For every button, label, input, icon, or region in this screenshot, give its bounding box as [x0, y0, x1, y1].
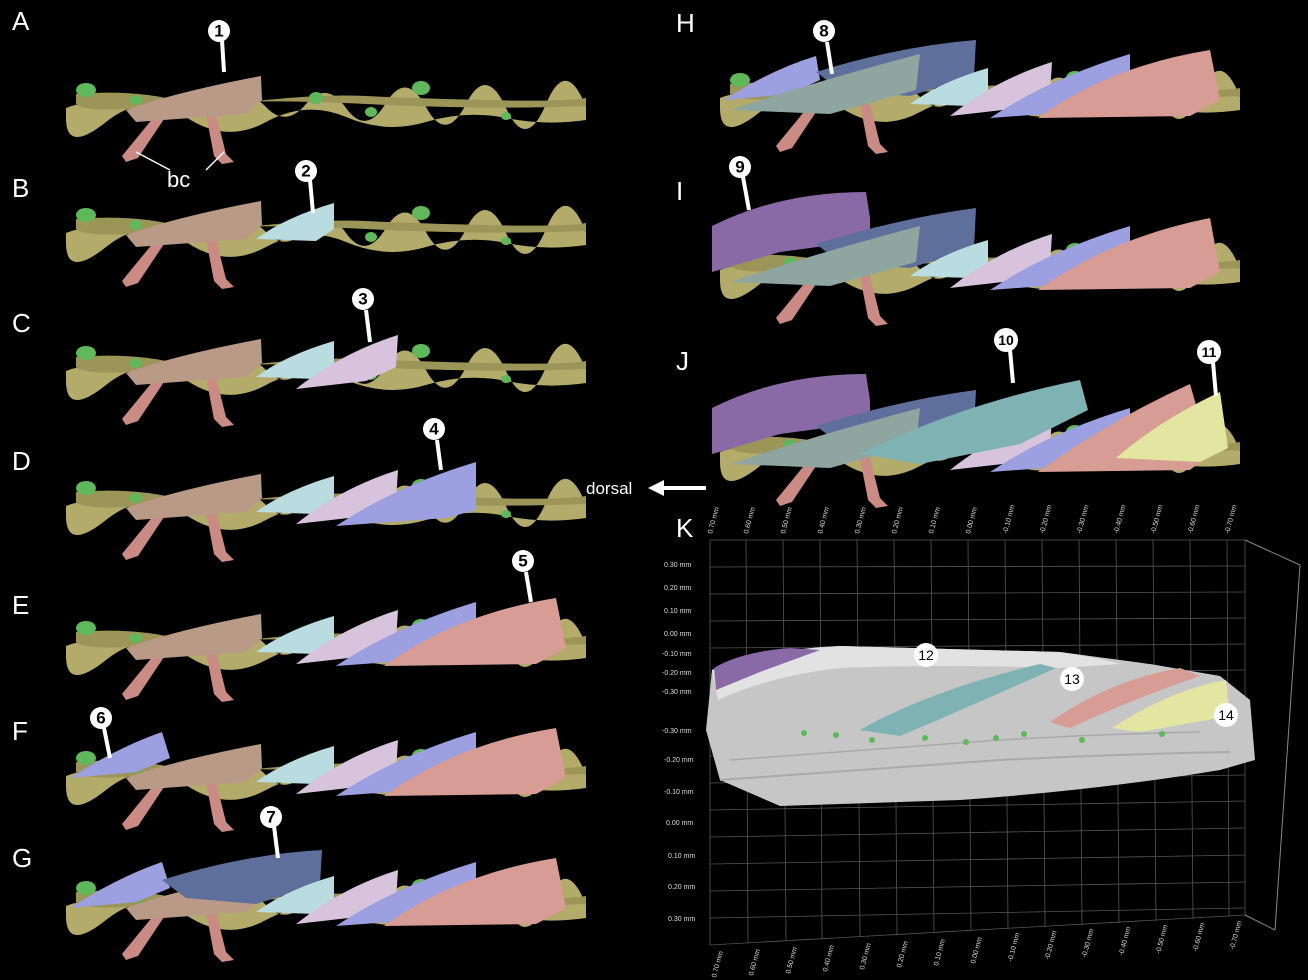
- svg-text:0.60 mm: 0.60 mm: [748, 948, 762, 976]
- callout-2: 2: [295, 160, 317, 213]
- callout-3: 3: [352, 288, 374, 342]
- svg-text:-0.30 mm: -0.30 mm: [662, 689, 692, 696]
- svg-text:0.20 mm: 0.20 mm: [891, 506, 905, 534]
- callout-9: 9: [729, 156, 751, 210]
- box-edges: [1245, 540, 1300, 930]
- svg-text:0.10 mm: 0.10 mm: [664, 608, 691, 615]
- axis-ticks-left: 0.30 mm 0.20 mm 0.10 mm 0.00 mm -0.10 mm…: [662, 562, 695, 923]
- svg-text:-0.40 mm: -0.40 mm: [1113, 504, 1127, 535]
- svg-text:4: 4: [429, 420, 439, 439]
- svg-text:-0.30 mm: -0.30 mm: [662, 728, 692, 735]
- svg-text:-0.50 mm: -0.50 mm: [1155, 924, 1169, 955]
- scale-2: [256, 203, 334, 241]
- svg-text:0.10 mm: 0.10 mm: [933, 938, 947, 966]
- callout-14: 14: [1214, 703, 1238, 727]
- specimen-surface: [706, 646, 1255, 806]
- svg-text:-0.70 mm: -0.70 mm: [1229, 920, 1243, 951]
- axis-ticks-bottom: 0.70 mm 0.60 mm 0.50 mm 0.40 mm 0.30 mm …: [711, 920, 1243, 979]
- svg-text:3: 3: [358, 290, 367, 309]
- svg-text:-0.40 mm: -0.40 mm: [1118, 926, 1132, 957]
- svg-text:-0.70 mm: -0.70 mm: [1224, 504, 1238, 535]
- svg-text:0.20 mm: 0.20 mm: [896, 940, 910, 968]
- dorsal-arrow: dorsal: [586, 479, 706, 498]
- svg-text:-0.50 mm: -0.50 mm: [1150, 504, 1164, 535]
- svg-text:-0.60 mm: -0.60 mm: [1187, 504, 1201, 535]
- svg-text:0.50 mm: 0.50 mm: [780, 506, 794, 534]
- axis-ticks-top: 0.70 mm 0.60 mm 0.50 mm 0.40 mm 0.30 mm …: [707, 504, 1238, 535]
- callout-13: 13: [1060, 667, 1084, 691]
- svg-text:0.40 mm: 0.40 mm: [822, 944, 836, 972]
- svg-text:-0.30 mm: -0.30 mm: [1081, 928, 1095, 959]
- panel-a: [66, 76, 586, 170]
- svg-text:0.10 mm: 0.10 mm: [668, 853, 695, 860]
- callout-4: 4: [423, 418, 445, 470]
- svg-text:0.00 mm: 0.00 mm: [965, 506, 979, 534]
- callout-6: 6: [90, 707, 112, 758]
- svg-text:-0.10 mm: -0.10 mm: [1007, 932, 1021, 963]
- svg-text:0.00 mm: 0.00 mm: [666, 820, 693, 827]
- svg-text:0.40 mm: 0.40 mm: [817, 506, 831, 534]
- callout-10: 10: [994, 328, 1018, 383]
- svg-text:7: 7: [266, 808, 275, 827]
- svg-text:-0.20 mm: -0.20 mm: [1044, 930, 1058, 961]
- svg-text:-0.20 mm: -0.20 mm: [1039, 504, 1053, 535]
- callout-5: 5: [512, 550, 534, 602]
- panel-e: [66, 598, 586, 702]
- svg-text:-0.10 mm: -0.10 mm: [1002, 504, 1016, 535]
- svg-text:-0.30 mm: -0.30 mm: [1076, 504, 1090, 535]
- svg-text:6: 6: [96, 709, 105, 728]
- svg-text:13: 13: [1064, 671, 1080, 687]
- svg-text:0.70 mm: 0.70 mm: [707, 506, 721, 534]
- svg-text:9: 9: [735, 158, 744, 177]
- svg-text:14: 14: [1218, 707, 1234, 723]
- svg-text:0.60 mm: 0.60 mm: [743, 506, 757, 534]
- svg-text:-0.20 mm: -0.20 mm: [664, 757, 694, 764]
- svg-text:-0.10 mm: -0.10 mm: [662, 651, 692, 658]
- panel-j: [712, 374, 1240, 508]
- svg-text:2: 2: [301, 162, 310, 181]
- svg-text:0.70 mm: 0.70 mm: [711, 950, 725, 978]
- callout-12: 12: [914, 643, 938, 667]
- panel-b: [66, 201, 586, 289]
- panel-d: [66, 462, 586, 562]
- svg-text:0.30 mm: 0.30 mm: [664, 562, 691, 569]
- svg-text:0.20 mm: 0.20 mm: [668, 884, 695, 891]
- panel-f: [66, 728, 586, 832]
- callout-11: 11: [1197, 340, 1221, 396]
- svg-text:10: 10: [998, 332, 1014, 348]
- panel-h: [720, 40, 1240, 154]
- callout-7: 7: [260, 806, 282, 858]
- svg-text:12: 12: [918, 647, 934, 663]
- svg-text:0.00 mm: 0.00 mm: [664, 631, 691, 638]
- svg-text:0.00 mm: 0.00 mm: [970, 936, 984, 964]
- callout-1: 1: [208, 20, 230, 72]
- svg-text:0.30 mm: 0.30 mm: [859, 942, 873, 970]
- svg-text:0.50 mm: 0.50 mm: [785, 946, 799, 974]
- svg-text:11: 11: [1202, 344, 1217, 360]
- svg-text:-0.20 mm: -0.20 mm: [662, 670, 692, 677]
- svg-text:1: 1: [214, 22, 223, 41]
- panel-c: [66, 335, 586, 427]
- svg-text:0.30 mm: 0.30 mm: [668, 916, 695, 923]
- svg-text:5: 5: [518, 552, 527, 571]
- svg-text:8: 8: [819, 22, 828, 41]
- panel-k: 0.70 mm 0.60 mm 0.50 mm 0.40 mm 0.30 mm …: [662, 504, 1300, 979]
- svg-text:0.10 mm: 0.10 mm: [928, 506, 942, 534]
- bc-label: bc: [167, 167, 190, 192]
- svg-text:-0.60 mm: -0.60 mm: [1192, 922, 1206, 953]
- svg-text:0.20 mm: 0.20 mm: [664, 585, 691, 592]
- svg-text:0.30 mm: 0.30 mm: [854, 506, 868, 534]
- dorsal-label: dorsal: [586, 479, 632, 498]
- panel-i: [712, 192, 1240, 326]
- svg-text:-0.10 mm: -0.10 mm: [664, 789, 694, 796]
- panel-g: [66, 850, 586, 962]
